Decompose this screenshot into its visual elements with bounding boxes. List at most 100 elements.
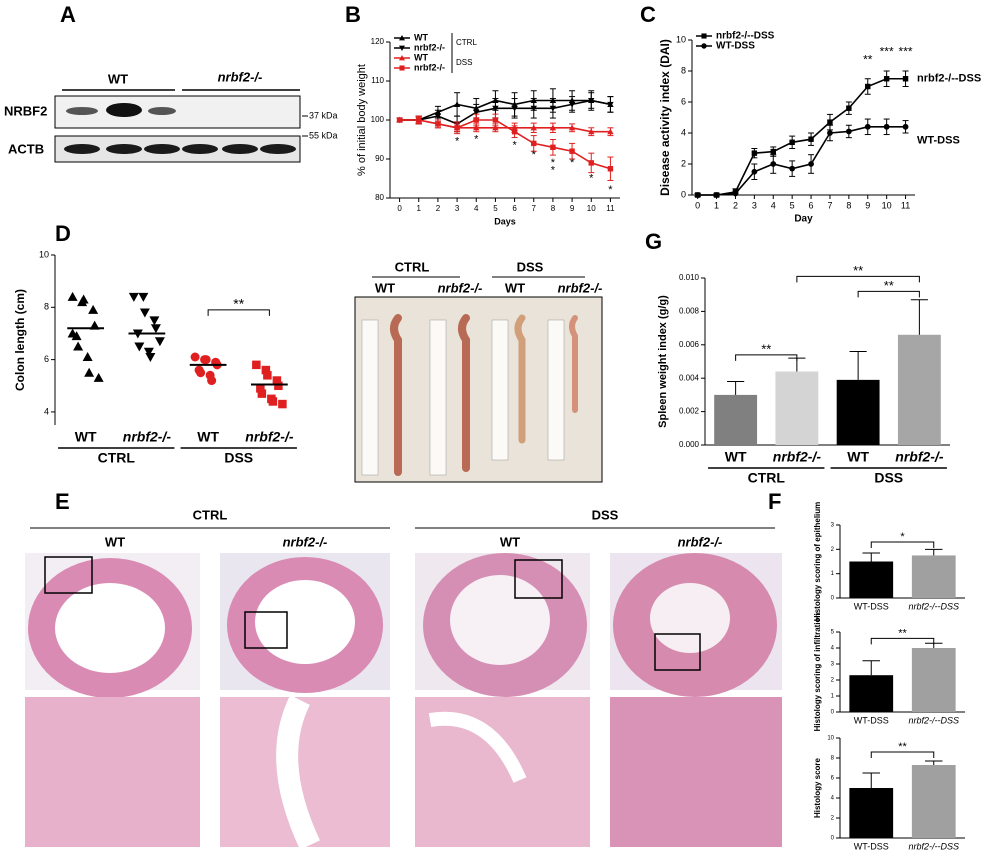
x-tick-label: 1 bbox=[417, 204, 422, 213]
y-tick-label: 0.002 bbox=[679, 407, 700, 416]
series-line bbox=[697, 77, 906, 196]
marker bbox=[154, 337, 165, 347]
marker bbox=[845, 128, 852, 135]
annotation: * bbox=[551, 165, 556, 177]
x-tick-label: WT bbox=[75, 429, 97, 445]
marker bbox=[883, 76, 890, 82]
significance-bracket bbox=[870, 751, 935, 758]
panel-label: D bbox=[55, 221, 71, 246]
lane-label: nrbf2-/- bbox=[558, 280, 603, 295]
x-tick-label: 10 bbox=[587, 204, 596, 213]
marker bbox=[530, 124, 537, 131]
x-tick-label: 11 bbox=[606, 204, 615, 213]
y-tick-label: 0.010 bbox=[679, 273, 700, 282]
group-label: CTRL bbox=[395, 259, 430, 274]
y-axis-label: Colon length (cm) bbox=[13, 289, 27, 391]
marker bbox=[67, 291, 78, 301]
y-tick-label: 100 bbox=[371, 115, 385, 124]
row-label: NRBF2 bbox=[4, 103, 47, 118]
marker bbox=[396, 117, 403, 123]
marker bbox=[274, 381, 283, 391]
y-tick-label: 90 bbox=[375, 154, 384, 163]
significance-label: ** bbox=[761, 341, 771, 356]
x-tick-label: WT-DSS bbox=[854, 601, 889, 611]
x-tick-label: 2 bbox=[436, 204, 441, 213]
y-tick-label: 0.000 bbox=[679, 440, 700, 449]
marker bbox=[278, 399, 287, 409]
marker bbox=[588, 97, 595, 104]
marker bbox=[808, 161, 814, 167]
y-tick-label: 6 bbox=[681, 96, 686, 106]
y-tick-label: 120 bbox=[371, 37, 385, 46]
annotation: ** bbox=[863, 52, 873, 66]
legend-label: WT bbox=[414, 32, 428, 42]
significance-bracket bbox=[207, 309, 270, 316]
marker bbox=[261, 365, 271, 375]
x-tick-label: WT bbox=[847, 449, 869, 465]
y-tick-label: 5 bbox=[831, 630, 835, 636]
marker bbox=[257, 389, 267, 398]
marker bbox=[93, 372, 104, 382]
y-tick-label: 0.006 bbox=[679, 340, 700, 349]
x-tick-label: 0 bbox=[695, 200, 700, 210]
x-tick-label: 9 bbox=[570, 204, 575, 213]
annotation: * bbox=[608, 184, 613, 196]
x-tick-label: 10 bbox=[882, 200, 892, 210]
lane-label: WT bbox=[500, 534, 520, 549]
significance-label: * bbox=[900, 531, 905, 543]
group-label: CTRL bbox=[193, 507, 228, 522]
lane-label: WT bbox=[505, 280, 525, 295]
group-label: DSS bbox=[592, 507, 619, 522]
y-tick-label: 4 bbox=[681, 127, 686, 137]
panel-label: E bbox=[55, 489, 70, 514]
marker bbox=[84, 367, 95, 377]
y-tick-label: 2 bbox=[831, 678, 835, 684]
y-tick-label: 0.004 bbox=[679, 373, 700, 382]
y-axis-label: Spleen weight index (g/g) bbox=[657, 295, 669, 428]
x-tick-label: 6 bbox=[809, 200, 814, 210]
bar bbox=[714, 394, 758, 445]
marker bbox=[511, 128, 518, 135]
x-tick-label: nrbf2-/- bbox=[123, 429, 172, 445]
marker bbox=[473, 117, 479, 123]
marker bbox=[143, 347, 154, 357]
significance-bracket bbox=[870, 541, 935, 549]
marker bbox=[588, 160, 594, 166]
bar bbox=[911, 765, 956, 838]
marker bbox=[492, 105, 499, 112]
lane-label: nrbf2-/- bbox=[218, 69, 263, 84]
bar bbox=[911, 555, 956, 598]
marker bbox=[569, 148, 575, 154]
legend-label: nrbf2-/--DSS bbox=[716, 31, 775, 42]
marker bbox=[134, 342, 145, 352]
marker bbox=[473, 124, 480, 131]
marker bbox=[399, 35, 405, 41]
colon-photo: CTRL DSS WT nrbf2-/- WT nrbf2-/- bbox=[354, 259, 603, 483]
y-tick-label: 2 bbox=[681, 158, 686, 168]
x-tick-label: nrbf2-/- bbox=[895, 449, 944, 465]
y-tick-label: 0 bbox=[681, 189, 686, 199]
y-tick-label: 4 bbox=[831, 646, 835, 652]
marker bbox=[846, 105, 852, 111]
marker bbox=[865, 83, 871, 90]
marker bbox=[568, 124, 576, 131]
x-tick-label: 4 bbox=[474, 204, 479, 213]
panel-label: C bbox=[640, 2, 656, 27]
significance-label: ** bbox=[898, 741, 907, 753]
western-blot: WT nrbf2-/- NRBF2 ACTB 37 kDa 55 kDa bbox=[4, 69, 338, 163]
y-tick-label: 10 bbox=[39, 249, 49, 259]
group-label: CTRL bbox=[98, 450, 136, 466]
marker bbox=[713, 192, 720, 198]
bar bbox=[836, 379, 880, 445]
y-tick-label: 10 bbox=[827, 736, 834, 742]
x-tick-label: 7 bbox=[532, 204, 537, 213]
bar bbox=[849, 788, 894, 838]
marker bbox=[73, 341, 84, 351]
rulers bbox=[361, 319, 565, 476]
x-tick-label: 1 bbox=[714, 200, 719, 210]
x-tick-label: nrbf2-/- bbox=[245, 429, 294, 445]
annotation: * bbox=[532, 149, 537, 161]
y-tick-label: 0 bbox=[831, 836, 835, 842]
y-axis-label: Histology scoring of epithelium bbox=[813, 502, 822, 622]
